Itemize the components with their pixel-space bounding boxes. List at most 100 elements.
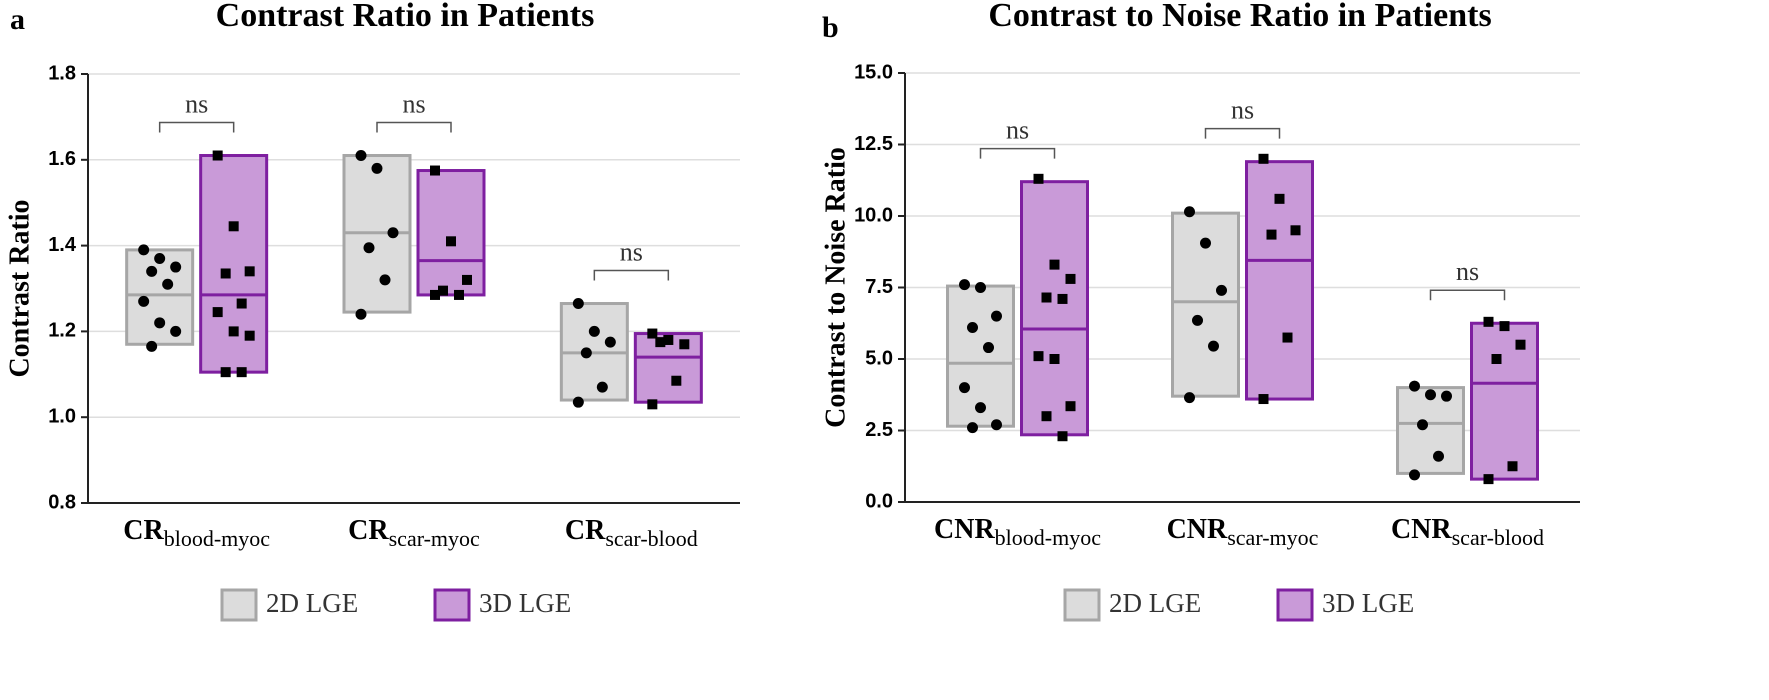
range-bar bbox=[633, 332, 703, 404]
data-point bbox=[1258, 394, 1269, 405]
data-point bbox=[991, 310, 1002, 322]
range-bar bbox=[199, 154, 269, 374]
data-point bbox=[975, 282, 986, 293]
y-tick-label: 1.2 bbox=[48, 320, 76, 342]
significance-bracket bbox=[1429, 289, 1506, 301]
data-point bbox=[1499, 321, 1510, 332]
data-point bbox=[1290, 225, 1301, 236]
y-axis-label: Contrast Ratio bbox=[4, 199, 35, 377]
category-subscript: scar-myoc bbox=[1227, 525, 1318, 550]
data-point bbox=[228, 326, 239, 337]
data-point bbox=[379, 274, 391, 286]
data-point bbox=[1483, 474, 1494, 485]
data-point bbox=[170, 261, 182, 273]
data-point bbox=[647, 328, 658, 339]
data-point bbox=[1208, 340, 1219, 352]
category-main: CNR bbox=[1391, 514, 1452, 545]
data-point bbox=[1483, 316, 1494, 327]
category-subscript: blood-myoc bbox=[164, 526, 271, 551]
data-point bbox=[430, 289, 440, 300]
y-tick-label: 1.6 bbox=[48, 148, 76, 170]
significance-label: ns bbox=[1231, 96, 1254, 125]
data-point bbox=[1033, 173, 1044, 184]
y-tick-label: 0.8 bbox=[48, 491, 76, 513]
range-bar bbox=[1396, 386, 1465, 475]
data-point bbox=[588, 325, 600, 337]
legend-label: 3D LGE bbox=[479, 588, 571, 618]
significance-bracket bbox=[593, 269, 670, 281]
range-bar bbox=[1020, 180, 1089, 437]
data-point bbox=[371, 162, 383, 174]
data-point bbox=[655, 337, 666, 348]
panel-label: a bbox=[10, 3, 25, 36]
data-point bbox=[462, 274, 472, 285]
y-axis-label: Contrast to Noise Ratio bbox=[820, 147, 851, 428]
data-point bbox=[454, 289, 464, 300]
category-main: CR bbox=[348, 515, 389, 546]
category-subscript: blood-myoc bbox=[995, 525, 1102, 550]
range-bar bbox=[1470, 321, 1539, 481]
x-tick-label: CRblood-myoc bbox=[123, 515, 270, 551]
chart-title: Contrast Ratio in Patients bbox=[216, 0, 595, 34]
y-tick-label: 1.8 bbox=[48, 62, 76, 84]
data-point bbox=[967, 322, 978, 334]
data-point bbox=[446, 236, 456, 247]
data-point bbox=[1409, 380, 1420, 392]
data-point bbox=[146, 265, 158, 277]
data-point bbox=[959, 382, 970, 394]
data-point bbox=[1041, 411, 1052, 422]
data-point bbox=[967, 422, 978, 434]
data-point bbox=[1184, 206, 1195, 218]
y-tick-label: 7.5 bbox=[865, 276, 893, 298]
data-point bbox=[959, 279, 970, 291]
legend-swatch bbox=[1276, 588, 1314, 622]
y-tick-label: 1.4 bbox=[48, 234, 77, 256]
chart-title: Contrast to Noise Ratio in Patients bbox=[988, 0, 1491, 34]
data-point bbox=[991, 419, 1002, 431]
data-point bbox=[1274, 193, 1285, 204]
data-point bbox=[1065, 401, 1076, 412]
data-point bbox=[1433, 450, 1444, 462]
data-point bbox=[983, 342, 994, 354]
data-point bbox=[1491, 354, 1502, 364]
data-point bbox=[228, 221, 239, 232]
data-point bbox=[430, 165, 440, 176]
data-point bbox=[1258, 153, 1269, 164]
significance-label: ns bbox=[1456, 257, 1479, 286]
data-point bbox=[1216, 284, 1227, 296]
category-main: CNR bbox=[1167, 514, 1228, 545]
data-point bbox=[1041, 292, 1052, 303]
y-tick-label: 1.0 bbox=[48, 405, 76, 427]
data-point bbox=[663, 334, 674, 345]
x-tick-label: CNRblood-myoc bbox=[934, 514, 1101, 550]
data-point bbox=[671, 375, 682, 386]
data-point bbox=[170, 325, 182, 337]
data-point bbox=[154, 317, 166, 329]
data-point bbox=[138, 295, 150, 307]
data-point bbox=[1065, 273, 1076, 284]
y-tick-label: 15.0 bbox=[854, 61, 893, 83]
y-tick-label: 0.0 bbox=[865, 490, 893, 512]
significance-bracket bbox=[376, 121, 452, 133]
data-point bbox=[212, 150, 223, 161]
data-point bbox=[1057, 431, 1068, 442]
x-tick-label: CRscar-myoc bbox=[348, 515, 480, 551]
legend-label: 3D LGE bbox=[1322, 588, 1414, 618]
significance-bracket bbox=[158, 121, 235, 133]
legend-swatch bbox=[220, 588, 258, 622]
data-point bbox=[1049, 259, 1060, 270]
data-point bbox=[244, 266, 255, 277]
data-point bbox=[220, 268, 231, 279]
data-point bbox=[647, 399, 658, 410]
category-subscript: scar-myoc bbox=[389, 526, 480, 551]
legend-label: 2D LGE bbox=[1109, 588, 1201, 618]
data-point bbox=[363, 242, 375, 254]
significance-bracket bbox=[979, 147, 1056, 159]
data-point bbox=[1049, 354, 1060, 364]
data-point bbox=[596, 381, 608, 393]
data-point bbox=[244, 330, 255, 341]
legend-label: 2D LGE bbox=[266, 588, 358, 618]
data-point bbox=[146, 340, 158, 352]
data-point bbox=[236, 367, 247, 378]
